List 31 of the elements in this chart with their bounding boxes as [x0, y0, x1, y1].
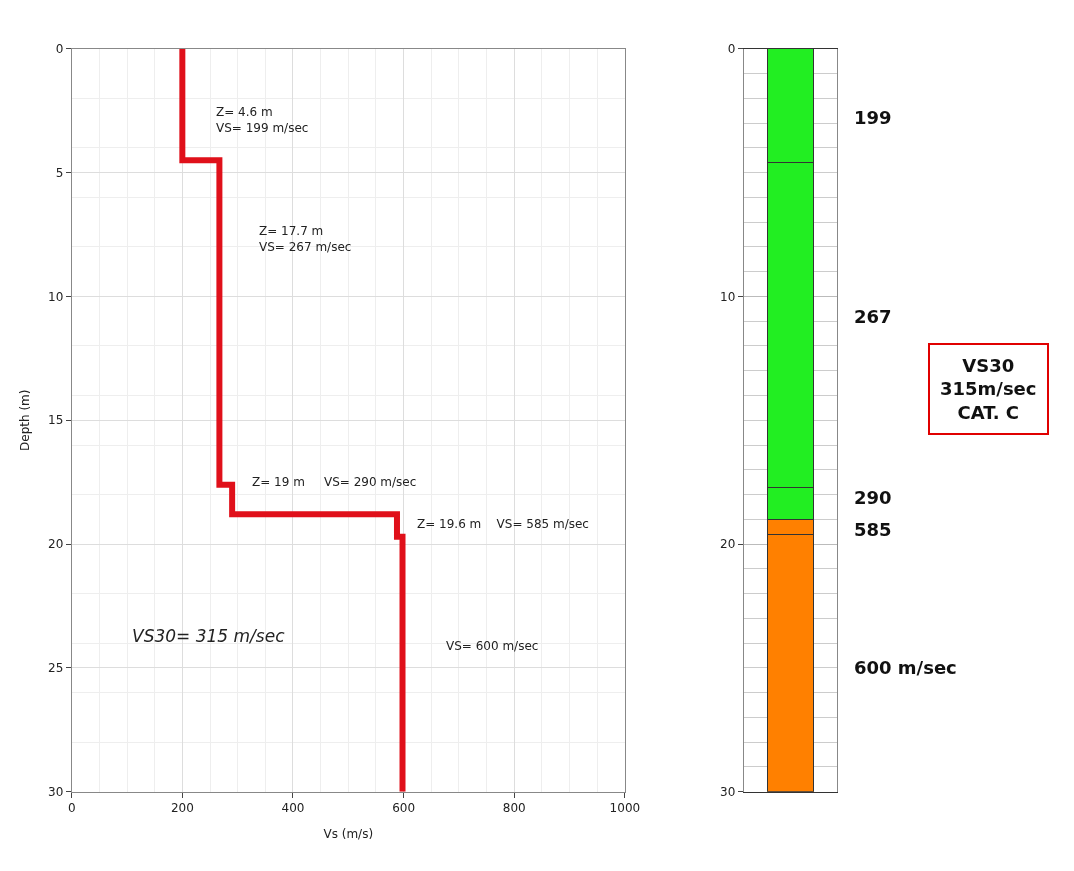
x-tick-label: 200 [170, 801, 194, 816]
annotation: VS= 600 m/sec [446, 639, 539, 653]
y-tick-label: 20 [48, 537, 64, 552]
text: 585 [854, 519, 892, 540]
x-tick-label: 400 [281, 801, 305, 816]
x-tick-label: 800 [502, 801, 526, 816]
annotation: Z= 4.6 m VS= 199 m/sec [216, 105, 309, 135]
y-tick-label: 10 [48, 289, 64, 304]
y-tick-label: 5 [55, 165, 64, 180]
y-tick-label: 30 [48, 784, 64, 799]
y-tick-label: 0 [727, 41, 736, 56]
text: 290 [854, 487, 892, 508]
annotation: Z= 19 m VS= 290 m/sec [252, 475, 417, 489]
text: 199 [854, 107, 892, 128]
text: 600 m/sec [854, 657, 957, 678]
text: VS30 315m/sec CAT. C [940, 355, 1037, 423]
x-tick-label: 600 [392, 801, 416, 816]
y-tick-label: 15 [48, 413, 64, 428]
y-tick-label: 30 [720, 784, 736, 799]
y-axis-title: Depth (m) [18, 389, 33, 451]
annotation: VS30= 315 m/sec [132, 626, 286, 646]
x-axis-title: Vs (m/s) [323, 827, 374, 842]
annotation: Z= 17.7 m VS= 267 m/sec [259, 224, 352, 254]
y-tick-label: 20 [720, 537, 736, 552]
y-tick-label: 0 [55, 41, 64, 56]
y-tick-label: 10 [720, 289, 736, 304]
annotation: Z= 19.6 m VS= 585 m/sec [417, 517, 589, 531]
y-tick-label: 25 [48, 661, 64, 676]
x-tick-label: 0 [67, 801, 76, 816]
x-tick-label: 1000 [609, 801, 641, 816]
text: 267 [854, 306, 892, 327]
